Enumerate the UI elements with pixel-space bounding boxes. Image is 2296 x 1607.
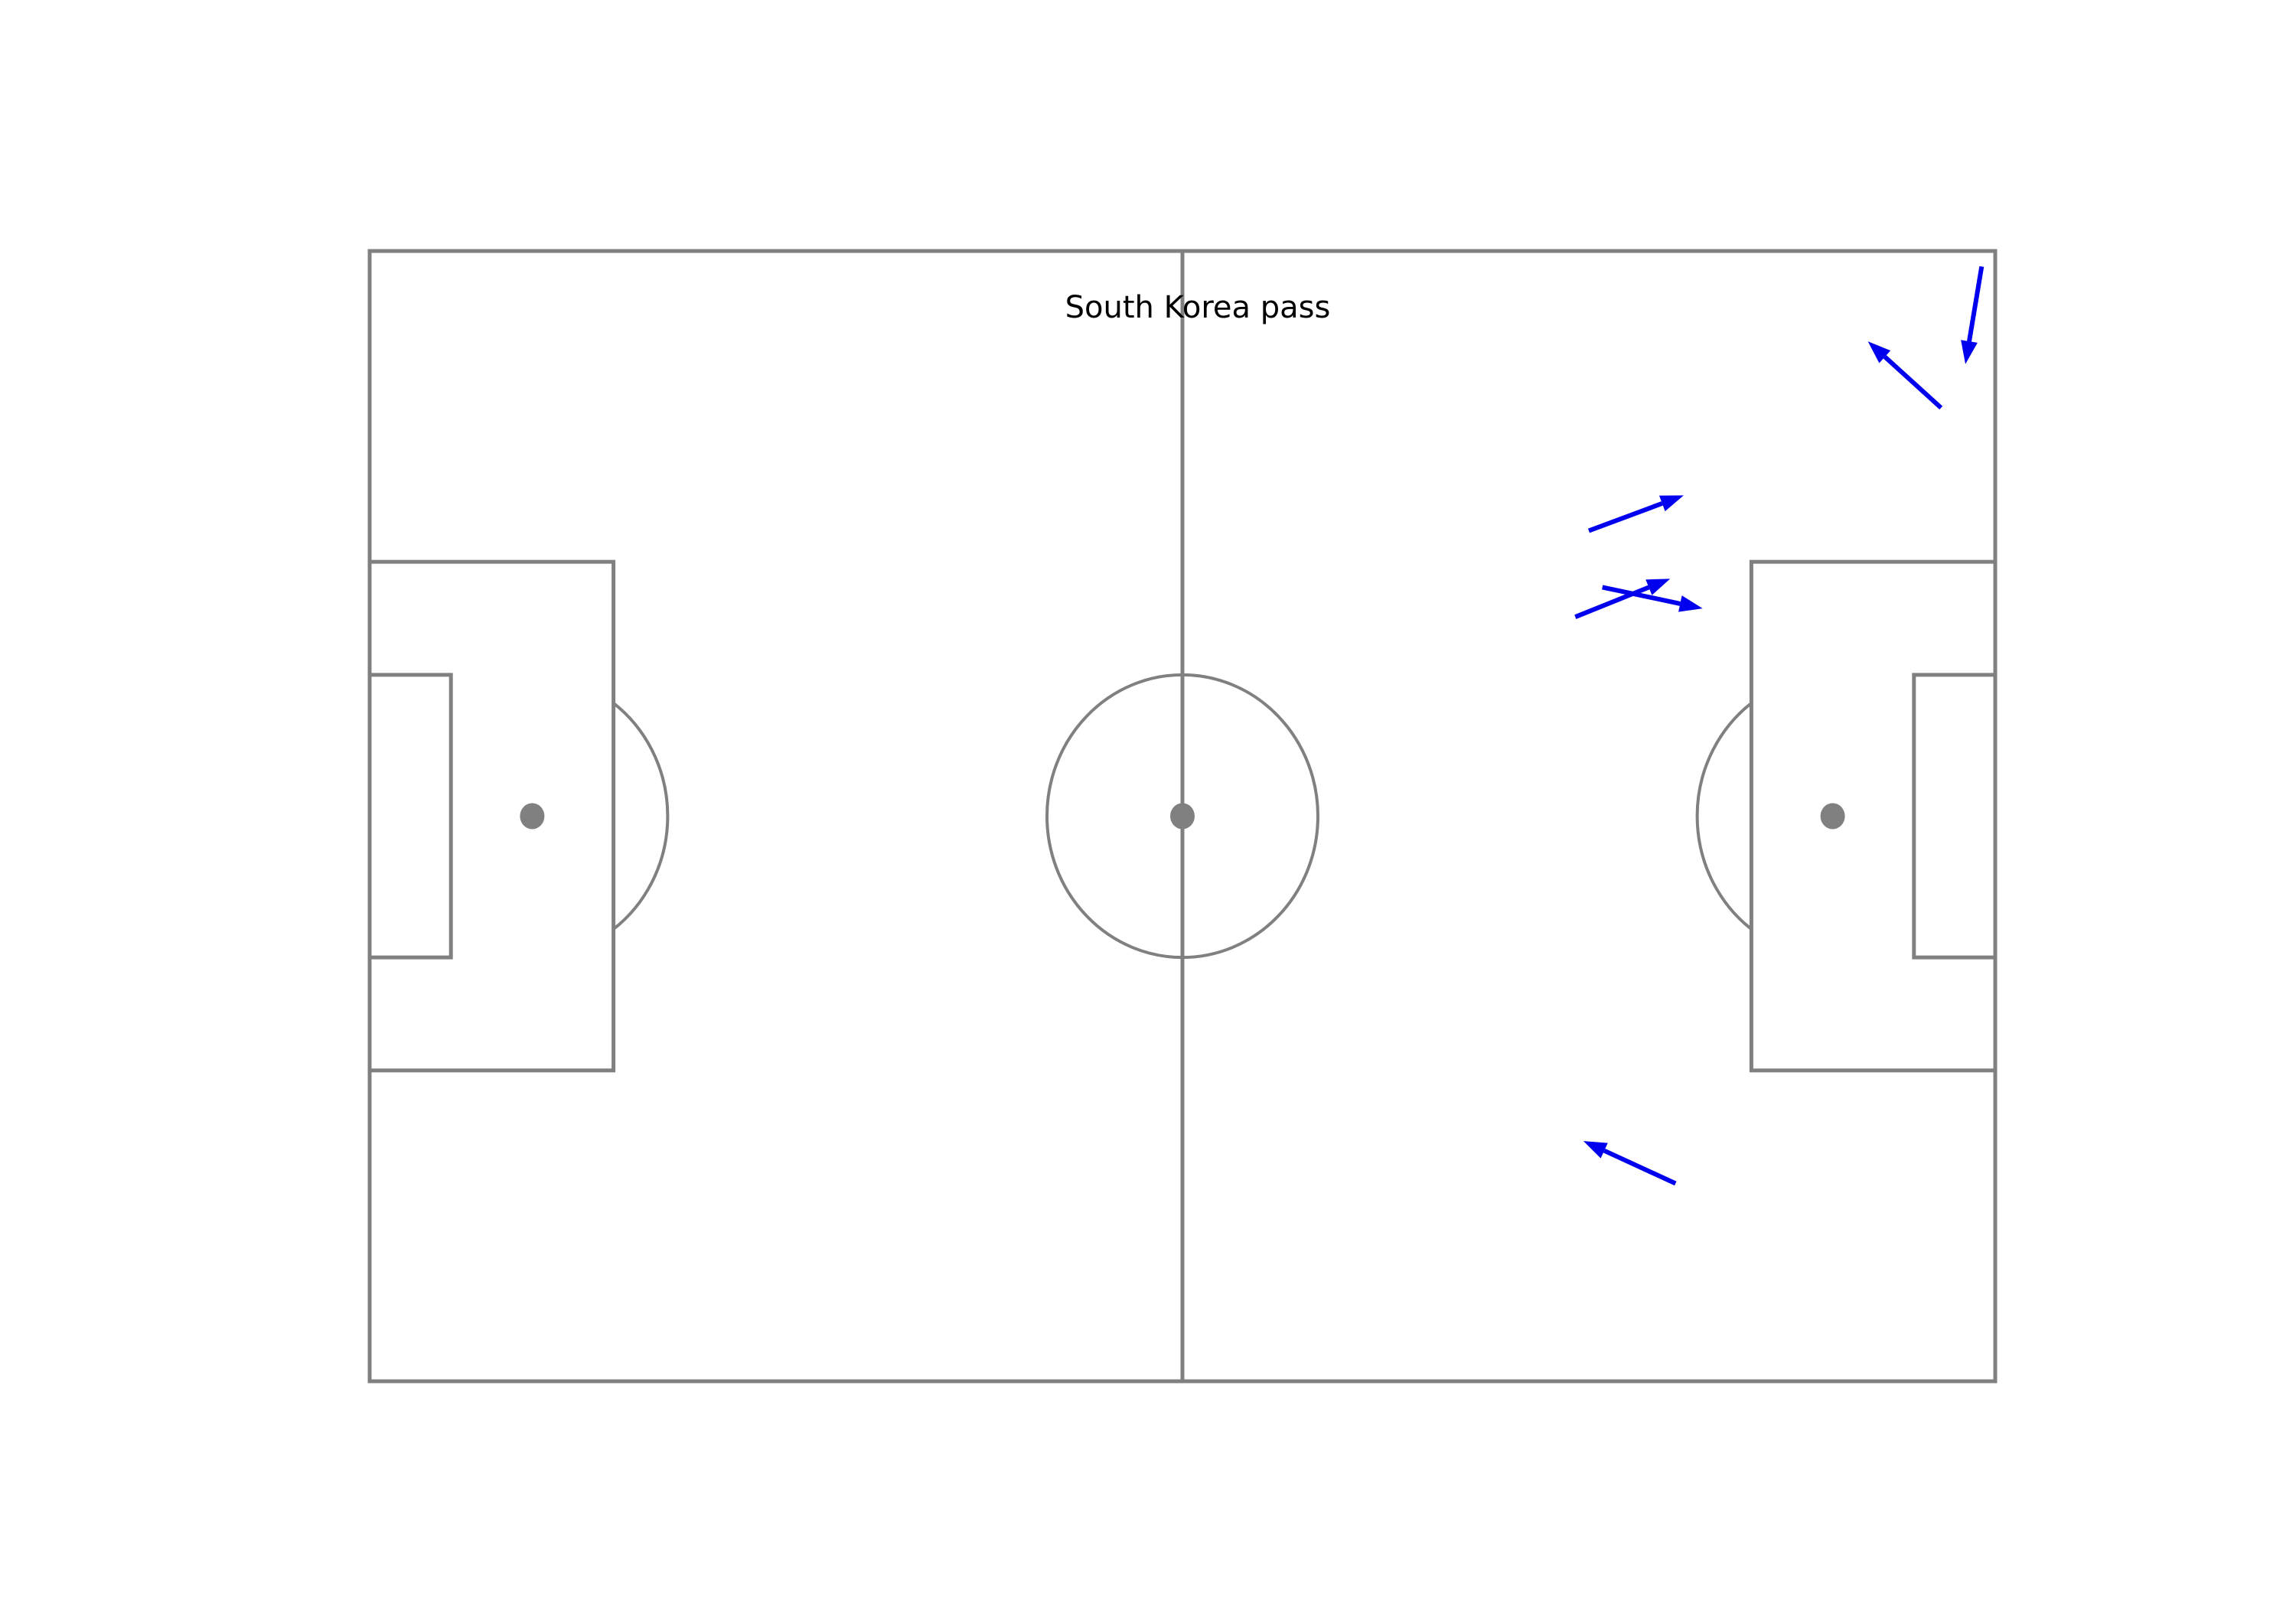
pass-arrow-head bbox=[1678, 595, 1703, 612]
pass-arrow-head bbox=[1658, 495, 1684, 512]
centre-spot bbox=[1170, 803, 1195, 830]
left-penalty-box bbox=[367, 559, 616, 1073]
pass-arrow-shaft bbox=[1587, 501, 1663, 533]
pass-arrow-head bbox=[1867, 341, 1891, 363]
pass-arrow-shaft bbox=[1602, 585, 1681, 606]
left-penalty-spot bbox=[520, 803, 545, 830]
left-penalty-arc bbox=[612, 702, 670, 931]
right-penalty-arc bbox=[1695, 702, 1753, 931]
pass-arrow-5 bbox=[1602, 585, 1703, 612]
chart-title: South Korea pass bbox=[1065, 290, 1331, 325]
pass-arrow-head bbox=[1583, 1141, 1608, 1159]
pass-arrow-shaft bbox=[1603, 1148, 1677, 1186]
pass-arrow-head bbox=[1961, 340, 1978, 364]
centre-circle bbox=[1045, 673, 1319, 960]
right-penalty-spot bbox=[1820, 803, 1845, 830]
pass-arrow-2 bbox=[1867, 341, 1943, 410]
pass-arrow-shaft bbox=[1967, 266, 1985, 342]
pass-arrow-6 bbox=[1583, 1141, 1677, 1186]
pass-arrow-head bbox=[1645, 579, 1671, 595]
pass-arrow-3 bbox=[1587, 495, 1684, 533]
pass-arrow-1 bbox=[1961, 266, 1985, 364]
left-six-yard-box bbox=[367, 673, 453, 960]
pass-arrows bbox=[1574, 266, 1985, 1186]
pass-arrow-shaft bbox=[1574, 585, 1650, 619]
pass-arrow-shaft bbox=[1883, 355, 1943, 410]
right-six-yard-box bbox=[1912, 673, 1998, 960]
right-penalty-box bbox=[1749, 559, 1998, 1073]
pitch-markings bbox=[367, 249, 1998, 1384]
